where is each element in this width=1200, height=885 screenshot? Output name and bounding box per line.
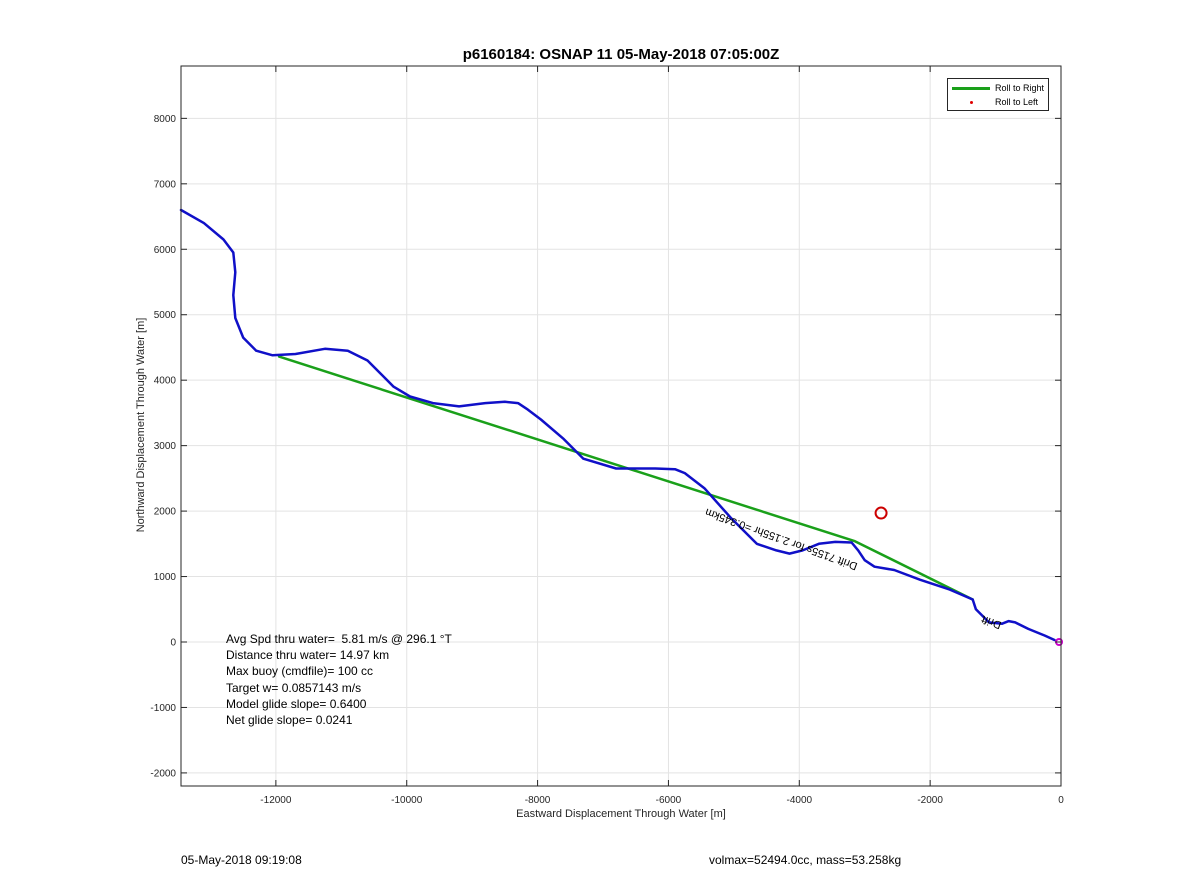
- stat-net-glide-slope: Net glide slope= 0.0241: [226, 713, 353, 728]
- y-tick-label: 5000: [154, 310, 177, 321]
- target-marker: [874, 506, 888, 520]
- y-tick-label: 8000: [154, 114, 177, 125]
- y-tick-label: 3000: [154, 441, 177, 452]
- series-layer: [179, 208, 1056, 642]
- footer-volmax-mass: volmax=52494.0cc, mass=53.258kg: [709, 853, 902, 867]
- stat-distance: Distance thru water= 14.97 km: [226, 648, 390, 663]
- legend-item-roll-left: Roll to Left: [952, 96, 1038, 108]
- legend-label-roll-left: Roll to Left: [995, 97, 1039, 107]
- y-axis-label: Northward Displacement Through Water [m]: [135, 317, 147, 533]
- x-tick-label: 0: [1058, 795, 1064, 806]
- y-tick-label: 4000: [154, 376, 177, 387]
- legend-line-swatch: [952, 86, 990, 90]
- y-tick-label: 6000: [154, 245, 177, 256]
- x-tick-label: -12000: [260, 795, 292, 806]
- axis-ticks: -12000 -10000 -8000 -6000 -4000 -2000 0-2000-1…: [150, 66, 1064, 806]
- y-tick-label: 7000: [154, 179, 177, 190]
- x-tick-label: -10000: [391, 795, 423, 806]
- legend: Roll to Right Roll to Left: [947, 78, 1049, 111]
- axes-box: [180, 65, 1062, 787]
- legend-label-roll-right: Roll to Right: [995, 83, 1045, 93]
- y-tick-label: 0: [170, 638, 176, 649]
- y-tick-label: -2000: [150, 768, 176, 779]
- x-axis-label: Eastward Displacement Through Water [m]: [516, 808, 726, 820]
- legend-dot-swatch: [952, 100, 990, 104]
- chart-title: p6160184: OSNAP 11 05-May-2018 07:05:00Z: [462, 46, 780, 63]
- footer-timestamp: 05-May-2018 09:19:08: [181, 853, 302, 867]
- series-roll-right-line: [277, 355, 974, 601]
- stat-model-glide-slope: Model glide slope= 0.6400: [226, 696, 367, 711]
- stats-block: Avg Spd thru water= 5.81 m/s @ 296.1 °T …: [226, 631, 452, 728]
- stat-target-w: Target w= 0.0857143 m/s: [226, 680, 362, 695]
- stat-avg-speed: Avg Spd thru water= 5.81 m/s @ 296.1 °T: [226, 632, 452, 646]
- legend-item-roll-right: Roll to Right: [952, 82, 1044, 94]
- plot-area: [181, 66, 1061, 786]
- x-tick-label: -8000: [525, 795, 551, 806]
- x-tick-label: -2000: [917, 795, 943, 806]
- x-tick-label: -4000: [787, 795, 813, 806]
- y-tick-label: 1000: [154, 572, 177, 583]
- y-tick-label: -1000: [150, 703, 176, 714]
- x-tick-label: -6000: [656, 795, 682, 806]
- y-tick-label: 2000: [154, 507, 177, 518]
- series-track-line: [179, 208, 1056, 642]
- stat-max-buoy: Max buoy (cmdfile)= 100 cc: [226, 664, 374, 679]
